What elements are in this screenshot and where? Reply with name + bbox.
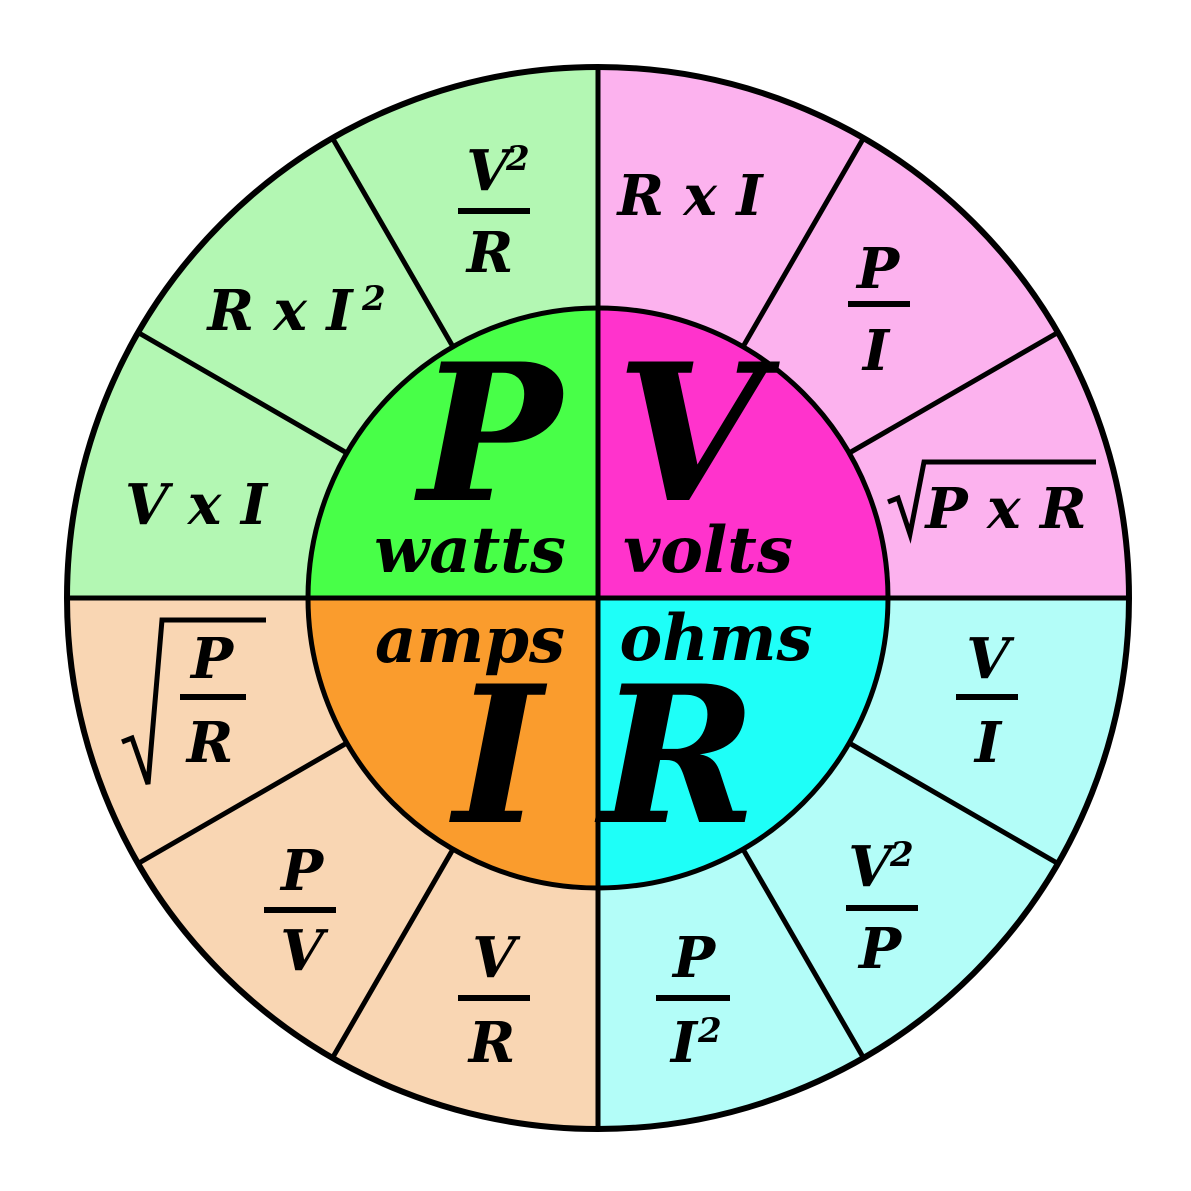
fraction-numerator: V — [848, 834, 897, 900]
formula-superscript: 2 — [361, 279, 386, 319]
symbol-voltage: V — [616, 322, 780, 545]
unit-voltage: volts — [623, 513, 793, 588]
unit-power: watts — [374, 513, 566, 588]
inner-quadrant-voltage — [598, 308, 888, 598]
sqrt-radical — [121, 617, 266, 785]
fraction-numerator: V — [466, 138, 515, 204]
fraction-numerator: V — [472, 925, 521, 991]
fraction-numerator: P — [671, 925, 717, 991]
symbol-resistance: R — [594, 644, 757, 867]
inner-quadrant-current — [308, 598, 598, 888]
unit-current: amps — [375, 603, 565, 678]
sqrt-radical — [887, 459, 1096, 544]
fraction-numerator-superscript: 2 — [505, 139, 530, 179]
formula-current-p-over-v: P V — [264, 838, 336, 984]
inner-quadrant-power — [308, 308, 598, 598]
fraction-numerator: P — [855, 236, 901, 302]
fraction-numerator: P — [279, 838, 325, 904]
formula-power-r-x-i-squared: R x I 2 — [205, 278, 385, 344]
formula-text: R x I — [205, 278, 354, 344]
formula-power-v-squared-over-r: V 2 R — [458, 138, 530, 286]
fraction-numerator: P — [189, 626, 235, 692]
fraction-numerator: V — [966, 626, 1015, 692]
fraction-denominator: I — [973, 710, 1003, 776]
outer-circle-border — [64, 64, 1132, 1132]
formula-resistance-v-squared-over-p: V 2 P — [846, 834, 918, 982]
formula-resistance-p-over-i-squared: P I 2 — [656, 925, 730, 1076]
fraction-numerator-superscript: 2 — [889, 835, 914, 875]
fraction-denominator: I — [669, 1010, 699, 1076]
symbol-power: P — [414, 322, 567, 545]
formula-voltage-p-over-i: P I — [848, 236, 910, 384]
fraction-denominator: P — [857, 916, 903, 982]
inner-quadrant-resistance — [598, 598, 888, 888]
fraction-denominator: R — [185, 710, 234, 776]
sqrt-radicand: P x R — [923, 476, 1086, 542]
fraction-denominator: V — [280, 918, 329, 984]
formula-current-v-over-r: V R — [458, 925, 530, 1076]
formula-voltage-sqrt-p-x-r: P x R — [887, 459, 1096, 544]
fraction-denominator: I — [861, 318, 891, 384]
fraction-denominator: R — [465, 220, 514, 286]
formula-current-sqrt-p-over-r: P R — [121, 617, 266, 785]
fraction-denominator: R — [467, 1010, 516, 1076]
inner-circle-border — [305, 305, 891, 891]
symbol-current: I — [449, 644, 548, 867]
formula-voltage-r-x-i: R x I — [615, 163, 764, 229]
fraction-denominator-superscript: 2 — [697, 1011, 722, 1051]
formula-resistance-v-over-i: V I — [956, 626, 1018, 776]
formula-power-v-x-i: V x I — [125, 472, 269, 538]
unit-resistance: ohms — [620, 601, 813, 676]
